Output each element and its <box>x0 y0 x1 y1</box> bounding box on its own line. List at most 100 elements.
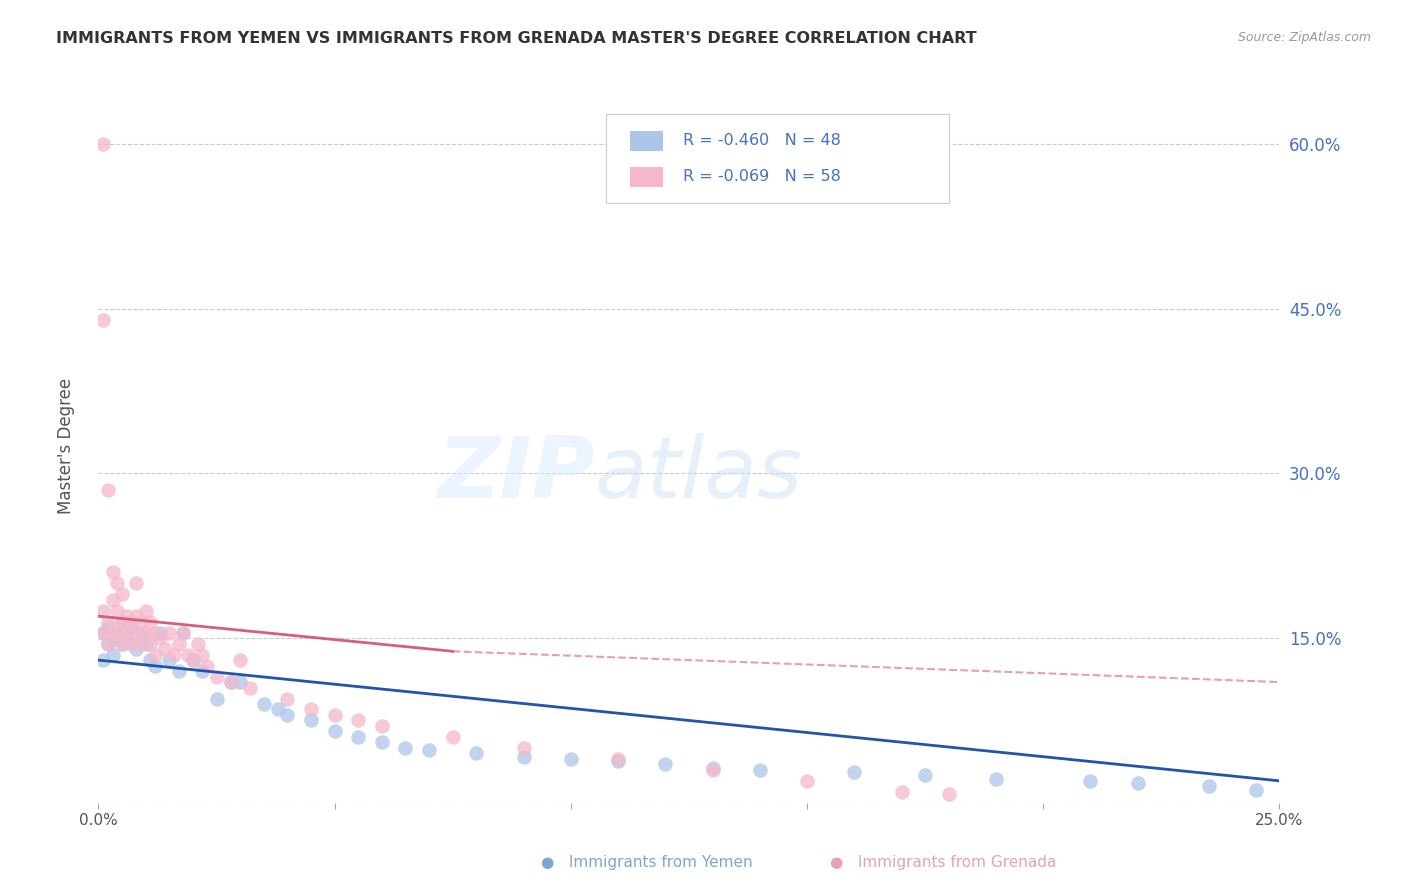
Point <box>115 609 138 624</box>
Point <box>105 625 128 640</box>
Point <box>97 637 120 651</box>
Point <box>135 637 157 651</box>
Point <box>153 642 176 657</box>
Point <box>347 730 370 744</box>
Point <box>157 653 180 667</box>
Point <box>91 625 114 640</box>
Point <box>607 754 630 768</box>
Point <box>177 648 200 662</box>
Point <box>890 785 912 799</box>
Point <box>105 604 128 618</box>
Point <box>219 675 242 690</box>
Bar <box>630 167 664 186</box>
Point <box>111 615 134 629</box>
Point <box>205 691 228 706</box>
Point <box>512 740 534 755</box>
FancyBboxPatch shape <box>606 114 949 203</box>
Bar <box>630 131 664 151</box>
Point <box>844 765 866 780</box>
Point <box>267 702 290 716</box>
Point <box>191 664 214 678</box>
Point <box>125 642 148 657</box>
Text: R = -0.460   N = 48: R = -0.460 N = 48 <box>683 133 841 148</box>
Point <box>219 675 242 690</box>
Point <box>1244 782 1267 797</box>
Point <box>167 664 190 678</box>
Point <box>143 648 166 662</box>
Point <box>157 625 180 640</box>
Text: IMMIGRANTS FROM YEMEN VS IMMIGRANTS FROM GRENADA MASTER'S DEGREE CORRELATION CHA: IMMIGRANTS FROM YEMEN VS IMMIGRANTS FROM… <box>56 31 977 46</box>
Point <box>181 653 204 667</box>
Point <box>91 137 114 152</box>
Point <box>121 620 143 634</box>
Point <box>91 625 114 640</box>
Point <box>748 763 770 777</box>
Point <box>239 681 262 695</box>
Point <box>97 615 120 629</box>
Point <box>143 658 166 673</box>
Point <box>654 757 676 772</box>
Point <box>101 648 124 662</box>
Point <box>101 592 124 607</box>
Point <box>149 631 172 645</box>
Point <box>97 637 120 651</box>
Point <box>191 648 214 662</box>
Point <box>121 620 143 634</box>
Point <box>253 697 276 711</box>
Point <box>512 749 534 764</box>
Point <box>187 637 209 651</box>
Point <box>125 576 148 591</box>
Point <box>125 609 148 624</box>
Point <box>1080 773 1102 788</box>
Point <box>984 772 1007 786</box>
Text: ZIP: ZIP <box>437 433 595 516</box>
Text: R = -0.069   N = 58: R = -0.069 N = 58 <box>683 169 841 185</box>
Point <box>149 625 172 640</box>
Point <box>371 719 394 733</box>
Point <box>143 625 166 640</box>
Point <box>347 714 370 728</box>
Point <box>394 740 416 755</box>
Text: ●   Immigrants from Grenada: ● Immigrants from Grenada <box>830 855 1056 870</box>
Point <box>299 702 322 716</box>
Point <box>914 768 936 782</box>
Point <box>796 773 818 788</box>
Point <box>195 658 218 673</box>
Point <box>172 625 194 640</box>
Point <box>323 708 346 723</box>
Text: ●   Immigrants from Yemen: ● Immigrants from Yemen <box>541 855 754 870</box>
Point <box>1126 776 1149 790</box>
Point <box>105 625 128 640</box>
Point <box>139 653 162 667</box>
Point <box>276 708 298 723</box>
Point <box>229 675 252 690</box>
Text: Source: ZipAtlas.com: Source: ZipAtlas.com <box>1237 31 1371 45</box>
Point <box>129 637 152 651</box>
Point <box>111 637 134 651</box>
Point <box>702 761 724 775</box>
Point <box>418 743 440 757</box>
Point <box>97 483 120 497</box>
Point <box>139 637 162 651</box>
Point <box>938 787 960 801</box>
Point <box>115 625 138 640</box>
Point <box>299 714 322 728</box>
Point <box>1198 780 1220 794</box>
Point <box>323 724 346 739</box>
Point <box>105 576 128 591</box>
Point <box>121 637 143 651</box>
Point <box>125 631 148 645</box>
Point <box>205 669 228 683</box>
Point <box>167 637 190 651</box>
Point <box>560 752 582 766</box>
Point <box>91 312 114 326</box>
Point <box>371 735 394 749</box>
Point <box>441 730 464 744</box>
Point <box>101 566 124 580</box>
Text: atlas: atlas <box>595 433 803 516</box>
Point <box>181 653 204 667</box>
Point <box>91 653 114 667</box>
Point <box>172 625 194 640</box>
Point <box>465 747 488 761</box>
Point <box>607 752 630 766</box>
